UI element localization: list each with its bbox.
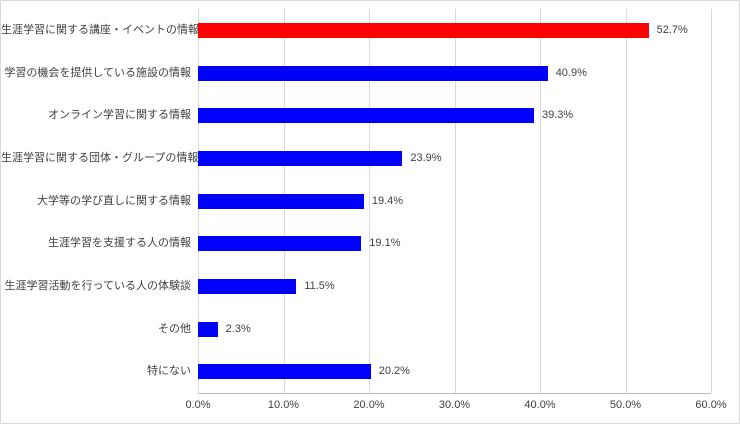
category-label: 大学等の学び直しに関する情報 <box>37 194 191 207</box>
category-label: 生涯学習に関する講座・イベントの情報 <box>1 23 199 36</box>
bar <box>198 193 364 209</box>
category-label: 生涯学習を支援する人の情報 <box>48 237 191 250</box>
bar <box>198 150 403 166</box>
bar <box>198 65 548 81</box>
category-label: 特にない <box>147 365 191 378</box>
x-axis-line <box>198 393 711 394</box>
x-axis-tick-label: 20.0% <box>353 399 385 411</box>
category-label: 学習の機会を提供している施設の情報 <box>4 66 191 79</box>
value-label: 23.9% <box>410 151 442 164</box>
value-label: 40.9% <box>555 66 587 79</box>
x-axis-tick-label: 0.0% <box>185 399 211 411</box>
gridline <box>625 9 627 393</box>
value-label: 11.5% <box>304 279 335 292</box>
value-label: 20.2% <box>378 365 410 378</box>
bar <box>198 108 534 124</box>
value-label: 19.4% <box>371 194 404 207</box>
category-label: 生涯学習に関する団体・グループの情報 <box>1 151 199 164</box>
gridline <box>540 9 541 393</box>
category-label: オンライン学習に関する情報 <box>48 109 191 122</box>
value-label: 19.1% <box>369 237 401 250</box>
gridline <box>369 9 370 393</box>
category-label: その他 <box>158 322 191 335</box>
value-label: 52.7% <box>656 23 688 36</box>
gridline <box>454 9 456 393</box>
x-axis-tick-label: 50.0% <box>609 399 642 411</box>
bar <box>198 22 649 38</box>
x-axis-tick-label: 60.0% <box>695 399 727 411</box>
x-axis-tick-label: 30.0% <box>438 399 471 411</box>
bar <box>198 236 362 252</box>
x-axis-tick-label: 10.0% <box>267 399 300 411</box>
bar <box>198 278 297 294</box>
value-label: 39.3% <box>542 109 574 122</box>
category-label: 生涯学習活動を行っている人の体験談 <box>4 279 191 292</box>
gridline <box>711 9 712 393</box>
value-label: 2.3% <box>225 322 251 335</box>
x-axis-tick-label: 40.0% <box>524 399 556 411</box>
bar <box>198 364 371 380</box>
bar <box>198 321 218 337</box>
